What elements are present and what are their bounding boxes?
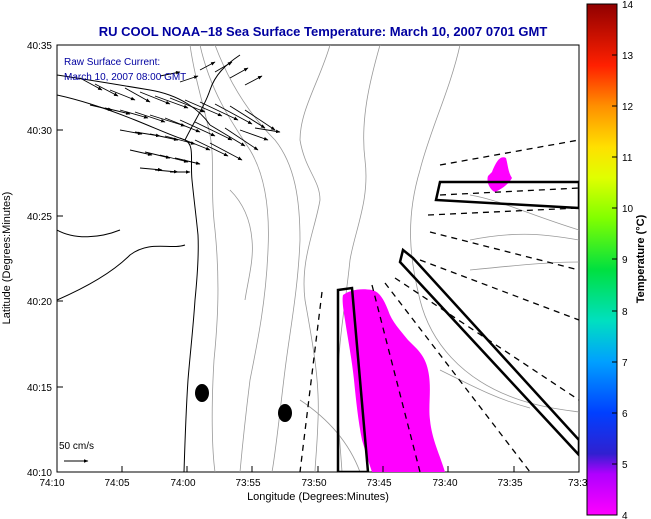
colorbar-tick-label: 12 bbox=[622, 102, 634, 113]
y-tick-label: 40:30 bbox=[27, 126, 52, 137]
current-legend-line1: Raw Surface Current: bbox=[64, 57, 160, 68]
x-tick-label: 73:40 bbox=[432, 478, 457, 489]
x-axis-label: Longitude (Degrees:Minutes) bbox=[247, 491, 389, 503]
y-axis: 40:35 40:30 40:25 40:20 40:15 40:10 Lati… bbox=[1, 41, 63, 479]
colorbar-tick-label: 4 bbox=[622, 511, 628, 519]
scale-label: 50 cm/s bbox=[59, 441, 94, 452]
station-marker-west bbox=[195, 384, 209, 402]
x-axis: 74:10 74:05 74:00 73:55 73:50 73:45 73:4… bbox=[39, 466, 588, 503]
colorbar-tick-label: 6 bbox=[622, 409, 628, 420]
x-tick-marks bbox=[56, 466, 515, 472]
colorbar-tick-label: 11 bbox=[622, 153, 633, 164]
station-marker-east bbox=[278, 404, 292, 422]
sample-boxes bbox=[336, 180, 579, 472]
y-axis-label: Latitude (Degrees:Minutes) bbox=[1, 192, 13, 325]
sst-patch-north bbox=[487, 157, 512, 192]
y-tick-marks bbox=[57, 129, 63, 388]
figure-title: RU COOL NOAA−18 Sea Surface Temperature:… bbox=[99, 24, 548, 39]
y-tick-label: 40:10 bbox=[27, 468, 52, 479]
colorbar-tick-label: 5 bbox=[622, 460, 628, 471]
colorbar-tick-label: 9 bbox=[622, 255, 628, 266]
colorbar-tick-label: 14 bbox=[622, 0, 634, 11]
x-tick-label: 74:10 bbox=[39, 478, 64, 489]
y-tick-label: 40:25 bbox=[27, 212, 52, 223]
x-tick-label: 74:05 bbox=[104, 478, 129, 489]
x-tick-label: 73:55 bbox=[235, 478, 260, 489]
x-tick-label: 73:50 bbox=[301, 478, 326, 489]
x-tick-label: 73:45 bbox=[366, 478, 391, 489]
x-tick-label: 73:3 bbox=[568, 478, 588, 489]
colorbar-label: Temperature (°C) bbox=[635, 214, 647, 303]
y-tick-label: 40:20 bbox=[27, 297, 52, 308]
y-tick-label: 40:15 bbox=[27, 383, 52, 394]
colorbar-tick-label: 10 bbox=[622, 204, 634, 215]
x-tick-label: 73:35 bbox=[497, 478, 522, 489]
colorbar-tick-label: 13 bbox=[622, 51, 634, 62]
sst-patch-south bbox=[342, 289, 445, 472]
colorbar-tick-label: 8 bbox=[622, 307, 628, 318]
radar-beams bbox=[299, 139, 579, 472]
colorbar-tick-label: 7 bbox=[622, 358, 628, 369]
x-tick-label: 74:00 bbox=[170, 478, 195, 489]
colorbar: 14 13 12 11 10 9 8 7 6 5 4 Temperature (… bbox=[586, 0, 647, 519]
y-tick-label: 40:35 bbox=[27, 41, 52, 52]
current-vectors bbox=[79, 61, 281, 174]
coastline bbox=[57, 54, 241, 472]
current-legend-line2: March 10, 2007 08:00 GMT bbox=[64, 72, 186, 83]
bathymetry-contours bbox=[189, 45, 579, 472]
colorbar-ticks bbox=[612, 54, 617, 465]
